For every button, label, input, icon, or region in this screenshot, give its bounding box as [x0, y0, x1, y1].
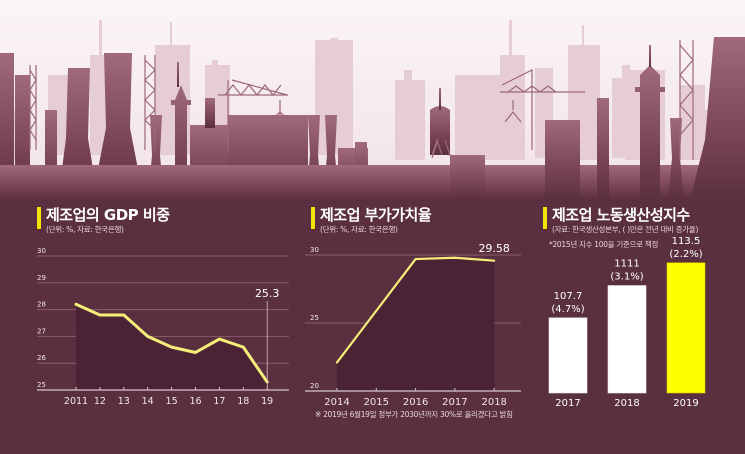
bar-growth-label: (4.7%): [551, 304, 584, 315]
bar-year-label: 2019: [673, 398, 698, 409]
city-skyline-illustration: [0, 0, 745, 200]
x-tick-label: 18: [237, 396, 249, 407]
data-line: [335, 256, 496, 364]
bar-2019: [666, 262, 706, 394]
line-chart-2: 30 25 20 2014 2015 2016 2017 2018 29.58: [305, 242, 521, 408]
panel2-subtitle: (단위: %, 자료: 한국은행): [320, 225, 398, 234]
y-tick-label: 25: [310, 314, 319, 322]
panel3-accent-bar: [543, 207, 547, 229]
x-tick-label: 17: [213, 396, 225, 407]
x-tick-label: 19: [261, 396, 273, 407]
x-tick-label: 2014: [324, 397, 349, 408]
y-tick-label: 26: [37, 354, 46, 362]
panel3-note: *2015년 지수 100을 기준으로 책정: [549, 240, 659, 249]
bar-chart: 107.7 (4.7%) 2017 1111 (3.1%) 2018 113.5 (2.2%)…: [548, 236, 706, 409]
panel2-title: 제조업 부가가치율: [320, 206, 432, 224]
bar-value-label: 107.7: [554, 291, 583, 302]
x-tick-label: 2018: [481, 397, 506, 408]
bar-growth-label: (2.2%): [669, 249, 702, 260]
x-tick-label: 14: [142, 396, 154, 407]
x-tick-label: 13: [118, 396, 130, 407]
bar-value-label: 1111: [614, 259, 639, 270]
y-tick-label: 27: [37, 327, 46, 335]
panel2-accent-bar: [311, 207, 315, 229]
panel3-title: 제조업 노동생산성지수: [552, 206, 690, 224]
area-fill: [337, 257, 495, 391]
x-tick-label: 2016: [403, 397, 428, 408]
bar-year-label: 2017: [555, 398, 580, 409]
y-tick-label: 29: [37, 274, 46, 282]
x-tick-label: 2015: [364, 397, 389, 408]
y-tick-label: 20: [310, 382, 319, 390]
y-tick-label: 30: [310, 246, 319, 254]
bar-growth-label: (3.1%): [610, 272, 643, 283]
x-tick-label: 16: [189, 396, 201, 407]
bar-2017: [548, 317, 588, 394]
bar-value-label: 113.5: [672, 236, 701, 247]
line-chart-1: 30 29 28 27 26 25 2011 12 13 14 15 16 17 18 19 25.3: [37, 247, 289, 407]
y-tick-label: 30: [37, 247, 46, 255]
y-tick-label: 25: [37, 381, 46, 389]
bar-year-label: 2018: [614, 398, 639, 409]
bar-2018: [607, 285, 647, 394]
panel3-subtitle: (자료: 한국생산성본부, ( )안은 전년 대비 증가율): [552, 225, 699, 234]
x-tick-label: 2011: [64, 396, 88, 407]
panel1-title: 제조업의 GDP 비중: [46, 206, 170, 224]
panel2-footnote: ※ 2019년 6월19일 정부가 2030년까지 30%로 올리겠다고 밝힘: [315, 410, 513, 419]
panel1-subtitle: (단위: %, 자료: 한국은행): [46, 225, 124, 234]
panel1-accent-bar: [37, 207, 41, 229]
value-annotation: 25.3: [255, 287, 280, 300]
x-tick-label: 12: [94, 396, 106, 407]
y-tick-label: 28: [37, 301, 46, 309]
value-annotation: 29.58: [478, 242, 510, 255]
x-tick-label: 15: [166, 396, 178, 407]
x-tick-label: 2017: [442, 397, 467, 408]
data-line: [74, 302, 269, 384]
